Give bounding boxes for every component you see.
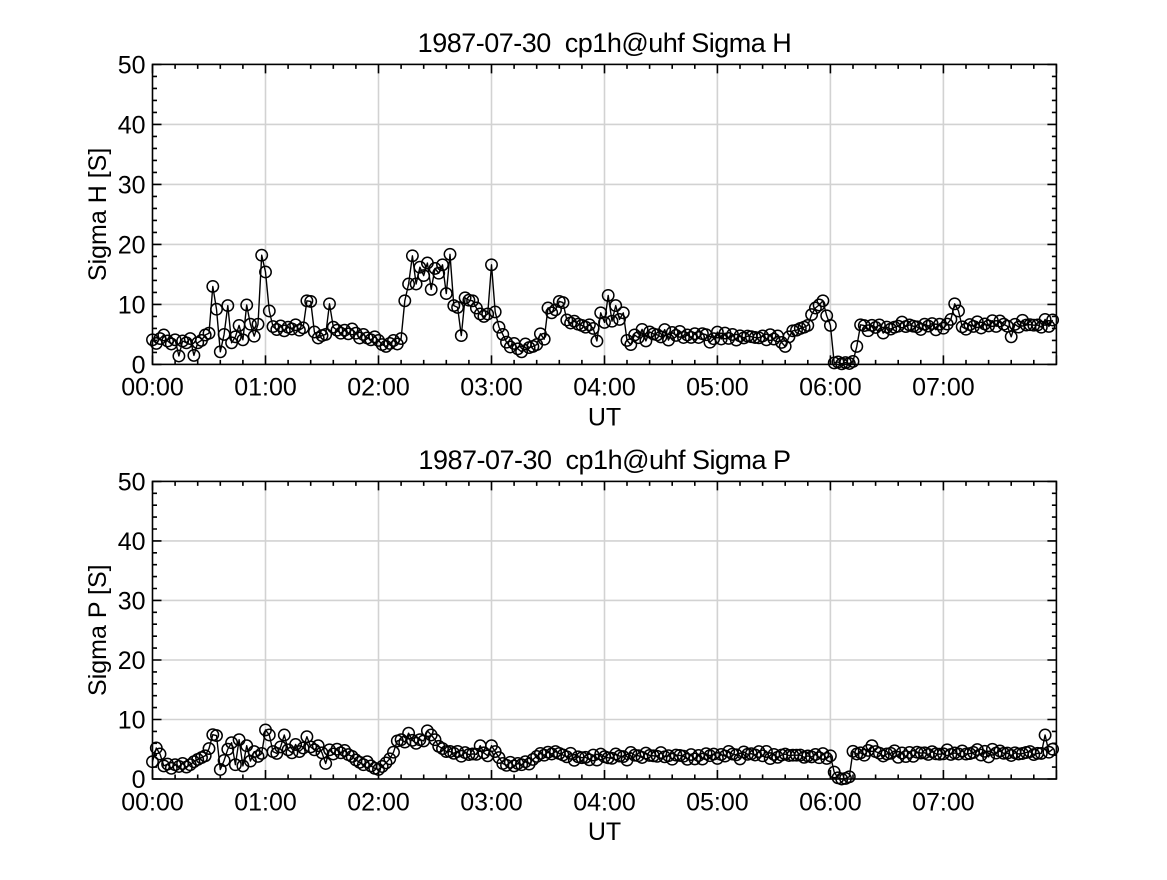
- svg-text:04:00: 04:00: [573, 789, 636, 817]
- svg-text:UT: UT: [588, 403, 621, 431]
- svg-text:0: 0: [132, 766, 146, 794]
- svg-text:40: 40: [118, 528, 146, 556]
- svg-text:01:00: 01:00: [234, 374, 297, 402]
- svg-text:1987-07-30 cp1h@uhf Sigma H: 1987-07-30 cp1h@uhf Sigma H: [418, 28, 792, 58]
- svg-text:00:00: 00:00: [121, 374, 184, 402]
- svg-text:50: 50: [118, 51, 146, 79]
- svg-text:00:00: 00:00: [121, 789, 184, 817]
- svg-text:20: 20: [118, 231, 146, 259]
- svg-text:UT: UT: [588, 818, 621, 846]
- svg-text:05:00: 05:00: [686, 374, 749, 402]
- svg-text:30: 30: [118, 171, 146, 199]
- svg-text:Sigma H [S]: Sigma H [S]: [84, 148, 112, 281]
- svg-text:Sigma P [S]: Sigma P [S]: [84, 564, 112, 696]
- svg-text:05:00: 05:00: [686, 789, 749, 817]
- svg-text:40: 40: [118, 111, 146, 139]
- svg-text:0: 0: [132, 351, 146, 379]
- svg-text:20: 20: [118, 647, 146, 675]
- svg-text:07:00: 07:00: [912, 789, 975, 817]
- svg-text:01:00: 01:00: [234, 789, 297, 817]
- svg-text:02:00: 02:00: [347, 789, 410, 817]
- svg-text:03:00: 03:00: [460, 789, 523, 817]
- svg-text:10: 10: [118, 707, 146, 735]
- svg-text:1987-07-30 cp1h@uhf Sigma P: 1987-07-30 cp1h@uhf Sigma P: [418, 445, 790, 475]
- svg-text:30: 30: [118, 587, 146, 615]
- svg-text:06:00: 06:00: [799, 789, 862, 817]
- svg-text:07:00: 07:00: [912, 374, 975, 402]
- svg-text:50: 50: [118, 468, 146, 496]
- svg-text:04:00: 04:00: [573, 374, 636, 402]
- svg-text:10: 10: [118, 291, 146, 319]
- svg-text:06:00: 06:00: [799, 374, 862, 402]
- svg-text:02:00: 02:00: [347, 374, 410, 402]
- svg-text:03:00: 03:00: [460, 374, 523, 402]
